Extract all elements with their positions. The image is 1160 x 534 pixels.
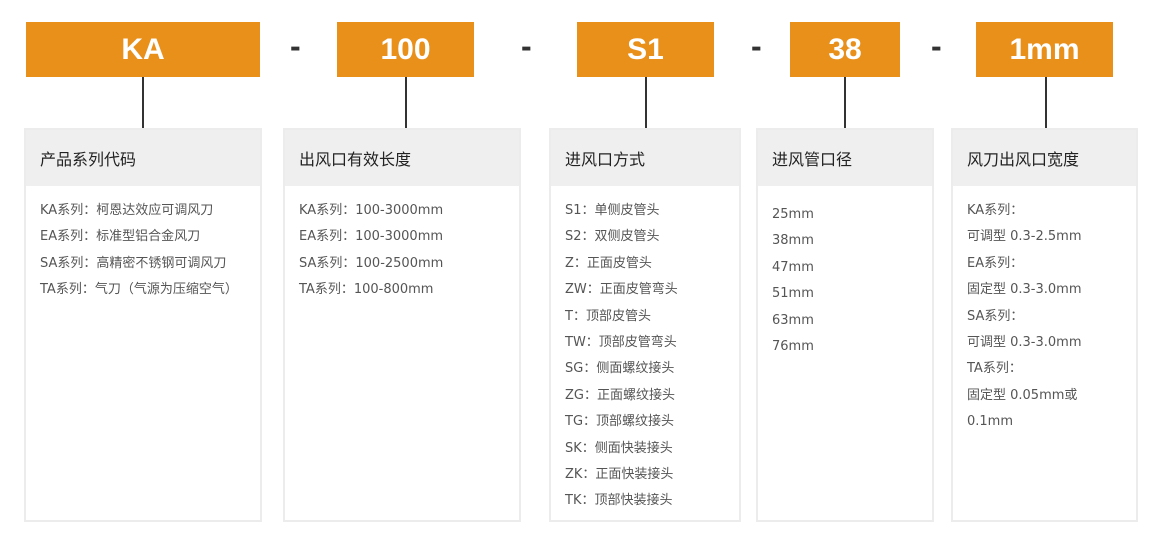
list-item: EA系列：	[967, 255, 1024, 271]
list-item: S1：单侧皮管头	[565, 203, 660, 218]
separator-dash: -	[290, 28, 301, 64]
list-item: ZK：正面快装接头	[565, 467, 674, 483]
list-item: 25mm	[772, 207, 814, 222]
list-item: 63mm	[772, 312, 814, 328]
list-item: TA系列：气刀（气源为压缩空气）	[40, 282, 238, 298]
spec-card-0: 产品系列代码 KA系列：柯恩达效应可调风刀 EA系列：标准型铝合金风刀 SA系列：高精…	[26, 130, 260, 520]
spec-card-1: 出风口有效长度 KA系列：100-3000mm EA系列：100-3000mm SA系…	[285, 130, 519, 520]
list-item: 51mm	[772, 286, 814, 302]
card-title: 风刀出风口宽度	[953, 130, 1136, 186]
list-item: ZG：正面螺纹接头	[565, 387, 675, 403]
spec-card-4: 风刀出风口宽度 KA系列： 可调型 0.3-2.5mm EA系列： 固定型 0.3-3.…	[953, 130, 1136, 520]
list-item: 38mm	[772, 233, 814, 249]
list-item: 固定型 0.3-3.0mm	[967, 282, 1082, 298]
card-title: 进风管口径	[758, 130, 932, 186]
connector-line	[1045, 77, 1047, 130]
separator-dash: -	[751, 28, 762, 64]
list-item: TG：顶部螺纹接头	[565, 414, 675, 430]
list-item: 可调型 0.3-2.5mm	[967, 229, 1082, 245]
list-item: TW：顶部皮管弯头	[565, 335, 677, 351]
list-item: KA系列：	[967, 203, 1024, 218]
connector-line	[142, 77, 144, 130]
list-item: 76mm	[772, 339, 814, 355]
list-item: S2：双侧皮管头	[565, 229, 660, 245]
list-item: EA系列：100-3000mm	[299, 229, 444, 245]
list-item: ZW：正面皮管弯头	[565, 282, 678, 298]
list-item: KA系列：柯恩达效应可调风刀	[40, 203, 214, 218]
list-item: SG：侧面螺纹接头	[565, 361, 675, 377]
separator-dash: -	[521, 28, 532, 64]
list-item: TA系列：100-800mm	[299, 282, 434, 298]
list-item: 0.1mm	[967, 414, 1014, 430]
spec-card-3: 进风管口径 25mm 38mm 47mm 51mm 63mm 76mm	[758, 130, 932, 520]
separator-dash: -	[931, 28, 942, 64]
list-item: SA系列：100-2500mm	[299, 255, 444, 271]
list-item: SK：侧面快装接头	[565, 440, 673, 456]
list-item: 47mm	[772, 259, 814, 275]
list-item: 可调型 0.3-3.0mm	[967, 335, 1082, 351]
connector-line	[844, 77, 846, 130]
spec-card-2: 进风口方式 S1：单侧皮管头 S2：双侧皮管头 Z：正面皮管头 ZW：正面皮管弯头 T：顶…	[551, 130, 739, 520]
code-box-2: S1	[577, 22, 714, 77]
connector-line	[645, 77, 647, 130]
list-item: KA系列：100-3000mm	[299, 203, 444, 218]
list-item: EA系列：标准型铝合金风刀	[40, 229, 201, 245]
code-box-1: 100	[337, 22, 474, 77]
connector-line	[405, 77, 407, 130]
card-title: 进风口方式	[551, 130, 739, 186]
list-item: TA系列：	[967, 361, 1022, 377]
list-item: T：顶部皮管头	[565, 308, 651, 324]
list-item: TK：顶部快装接头	[565, 493, 673, 509]
code-box-3: 38	[790, 22, 900, 77]
code-box-0: KA	[26, 22, 260, 77]
list-item: 固定型 0.05mm或	[967, 387, 1078, 403]
list-item: Z：正面皮管头	[565, 255, 652, 271]
list-item: SA系列：高精密不锈钢可调风刀	[40, 255, 227, 271]
list-item: SA系列：	[967, 308, 1024, 324]
card-title: 出风口有效长度	[285, 130, 519, 186]
card-title: 产品系列代码	[26, 130, 260, 186]
code-box-4: 1mm	[976, 22, 1113, 77]
